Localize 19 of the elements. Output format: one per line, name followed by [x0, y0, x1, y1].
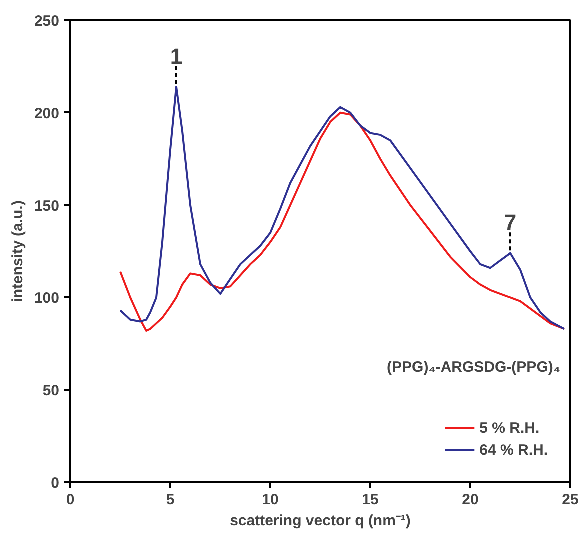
legend-label: 64 % R.H.	[480, 442, 548, 458]
annotation: 1	[170, 44, 183, 69]
y-tick-label: 150	[34, 198, 60, 215]
y-tick-label: 50	[42, 382, 60, 400]
y-tick-label: 100	[34, 290, 60, 308]
x-tick-label: 25	[562, 492, 579, 508]
y-tick-label: 250	[34, 13, 60, 30]
x-tick-label: 20	[462, 492, 479, 508]
x-tick-label: 0	[66, 492, 75, 508]
x-tick-label: 15	[362, 492, 379, 508]
x-tick-label: 10	[262, 492, 279, 508]
y-tick-label: 200	[34, 105, 60, 122]
annotation: 7	[504, 210, 517, 236]
x-axis-title: scattering vector q (nm⁻¹)	[230, 512, 411, 530]
y-axis-title: intensity (a.u.)	[9, 200, 26, 302]
x-tick-label: 5	[166, 492, 175, 508]
y-tick-label: 0	[51, 475, 60, 492]
legend-label: 5 % R.H.	[480, 420, 540, 436]
annotation: (PPG)₄-ARGSDG-(PPG)₄	[387, 359, 561, 376]
